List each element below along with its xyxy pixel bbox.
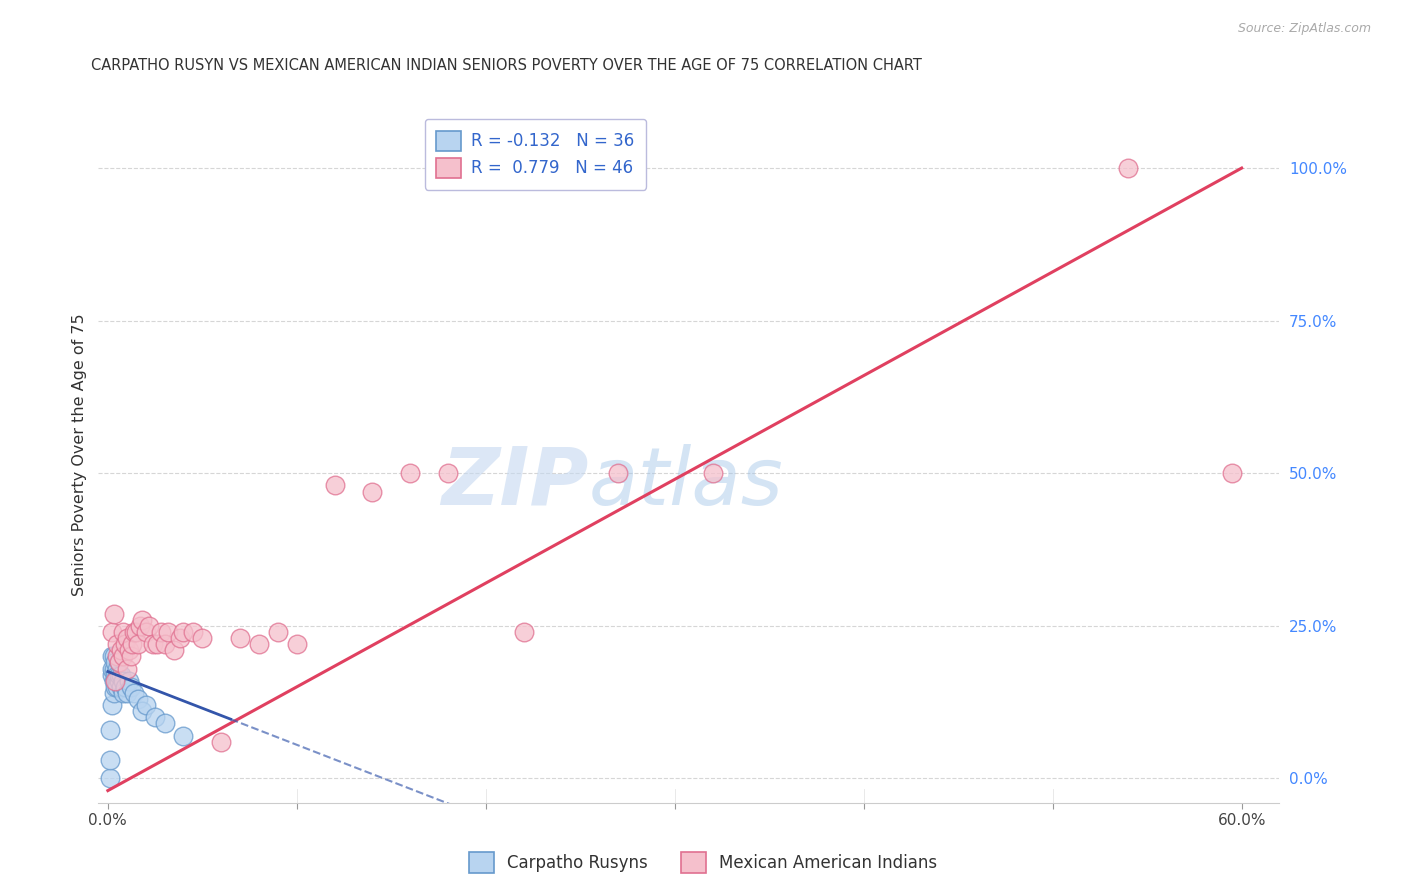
Point	[104, 667, 127, 681]
Point	[169, 631, 191, 645]
Point	[143, 710, 166, 724]
Point	[115, 661, 138, 675]
Point	[153, 716, 176, 731]
Point	[512, 624, 534, 639]
Point	[111, 649, 134, 664]
Point	[229, 631, 252, 645]
Point	[361, 484, 384, 499]
Point	[1116, 161, 1139, 175]
Point	[399, 467, 422, 481]
Point	[103, 686, 125, 700]
Text: atlas: atlas	[589, 443, 783, 522]
Point	[142, 637, 165, 651]
Point	[111, 686, 134, 700]
Point	[125, 624, 148, 639]
Point	[127, 692, 149, 706]
Point	[114, 637, 136, 651]
Point	[108, 656, 131, 670]
Point	[110, 643, 132, 657]
Point	[607, 467, 630, 481]
Point	[104, 673, 127, 688]
Point	[135, 624, 157, 639]
Point	[285, 637, 308, 651]
Point	[124, 624, 146, 639]
Point	[437, 467, 460, 481]
Text: ZIP: ZIP	[441, 443, 589, 522]
Point	[153, 637, 176, 651]
Point	[149, 624, 172, 639]
Point	[103, 649, 125, 664]
Point	[323, 478, 346, 492]
Point	[111, 624, 134, 639]
Point	[115, 686, 138, 700]
Point	[105, 661, 128, 675]
Point	[127, 637, 149, 651]
Point	[104, 680, 127, 694]
Point	[98, 723, 121, 737]
Point	[131, 613, 153, 627]
Point	[100, 661, 122, 675]
Point	[108, 673, 131, 688]
Point	[110, 680, 132, 694]
Point	[138, 619, 160, 633]
Point	[172, 624, 194, 639]
Point	[100, 698, 122, 713]
Y-axis label: Seniors Poverty Over the Age of 75: Seniors Poverty Over the Age of 75	[72, 314, 87, 596]
Point	[100, 649, 122, 664]
Point	[267, 624, 290, 639]
Point	[131, 704, 153, 718]
Text: Source: ZipAtlas.com: Source: ZipAtlas.com	[1237, 22, 1371, 36]
Point	[181, 624, 204, 639]
Point	[100, 624, 122, 639]
Point	[105, 667, 128, 681]
Point	[135, 698, 157, 713]
Legend: R = -0.132   N = 36, R =  0.779   N = 46: R = -0.132 N = 36, R = 0.779 N = 46	[425, 119, 647, 189]
Point	[115, 631, 138, 645]
Point	[105, 637, 128, 651]
Point	[104, 656, 127, 670]
Point	[100, 667, 122, 681]
Point	[121, 637, 143, 651]
Point	[103, 673, 125, 688]
Point	[103, 607, 125, 621]
Point	[129, 619, 152, 633]
Point	[209, 735, 232, 749]
Point	[157, 624, 180, 639]
Point	[110, 667, 132, 681]
Point	[108, 656, 131, 670]
Text: CARPATHO RUSYN VS MEXICAN AMERICAN INDIAN SENIORS POVERTY OVER THE AGE OF 75 COR: CARPATHO RUSYN VS MEXICAN AMERICAN INDIA…	[91, 58, 922, 73]
Point	[105, 680, 128, 694]
Legend: Carpatho Rusyns, Mexican American Indians: Carpatho Rusyns, Mexican American Indian…	[463, 846, 943, 880]
Point	[702, 467, 724, 481]
Point	[247, 637, 270, 651]
Point	[105, 649, 128, 664]
Point	[103, 661, 125, 675]
Point	[172, 729, 194, 743]
Point	[120, 680, 142, 694]
Point	[191, 631, 214, 645]
Point	[1220, 467, 1243, 481]
Point	[98, 753, 121, 767]
Point	[111, 673, 134, 688]
Point	[98, 772, 121, 786]
Point	[105, 673, 128, 688]
Point	[114, 680, 136, 694]
Point	[146, 637, 169, 651]
Point	[124, 686, 146, 700]
Point	[163, 643, 186, 657]
Point	[118, 673, 141, 688]
Point	[120, 649, 142, 664]
Point	[118, 643, 141, 657]
Point	[108, 667, 131, 681]
